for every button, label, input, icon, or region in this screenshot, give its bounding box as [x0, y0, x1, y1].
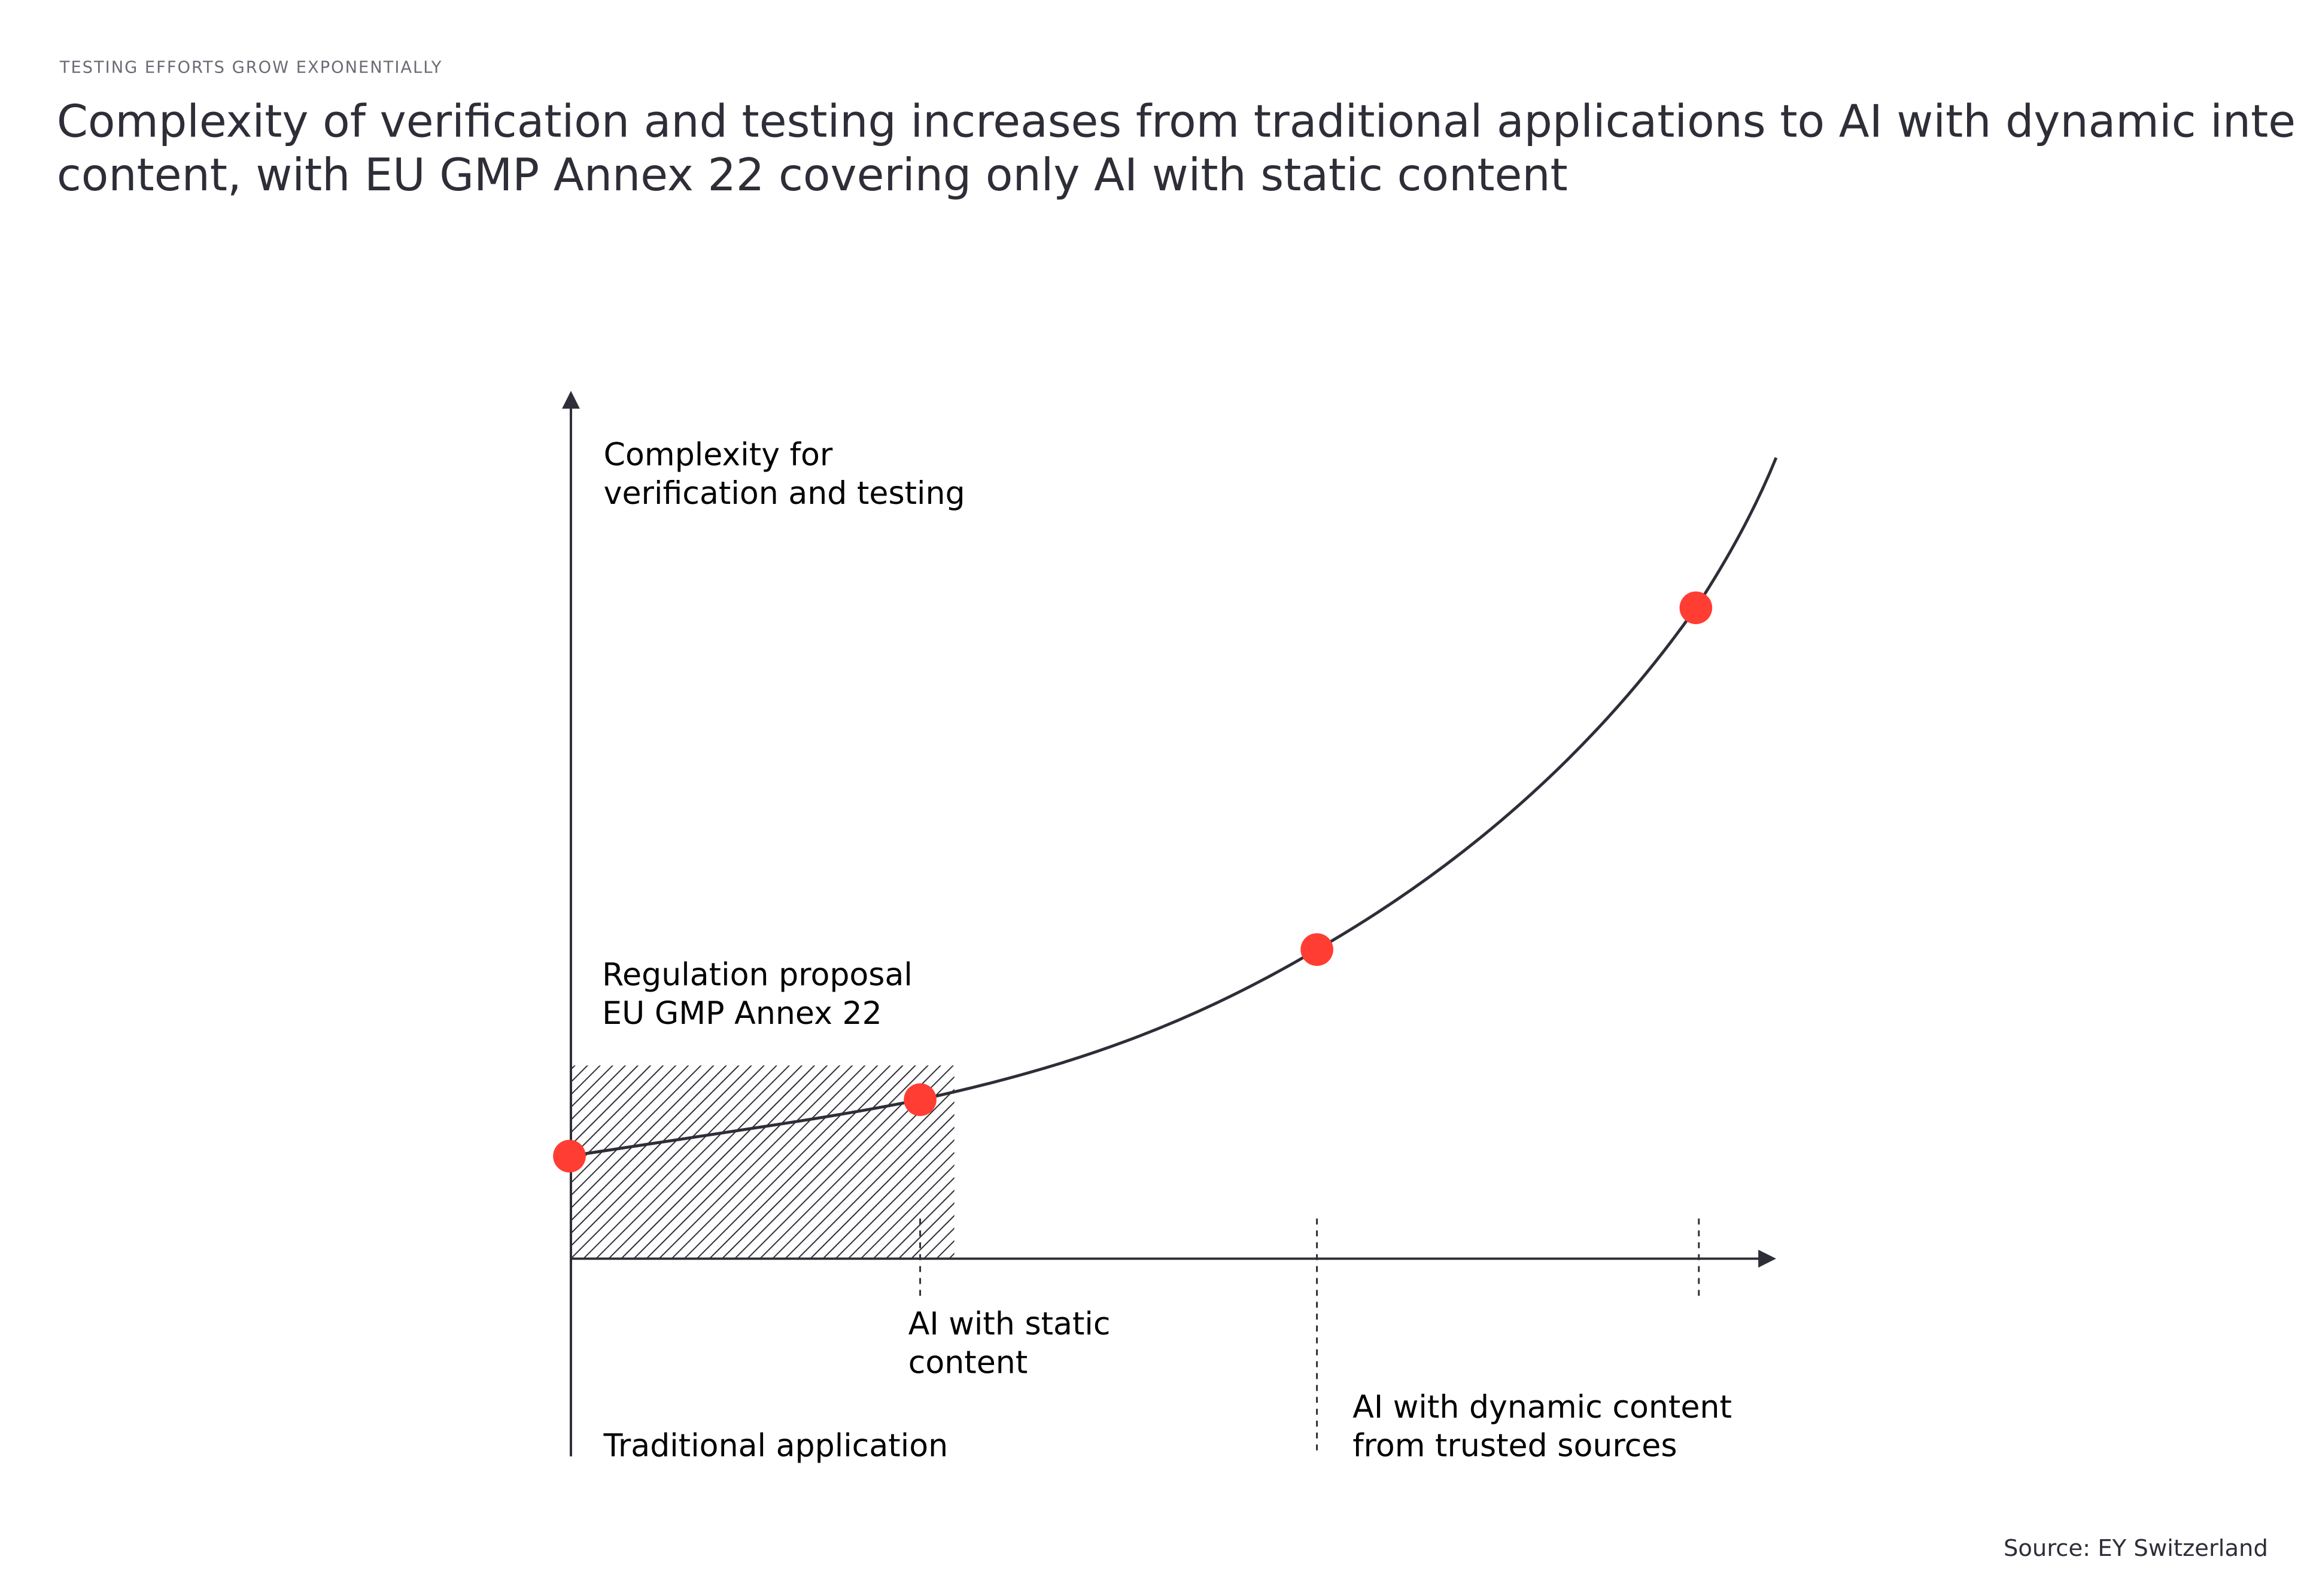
region-label: EU GMP Annex 22 — [602, 996, 882, 1032]
stage-point — [1300, 933, 1333, 966]
y-axis-label: Complexity for — [604, 437, 833, 473]
source: Source: EY Switzerland — [2004, 1535, 2268, 1562]
stage-point — [1679, 591, 1713, 624]
kicker: TESTING EFFORTS GROW EXPONENTIALLY — [59, 59, 443, 77]
stage-point — [553, 1139, 586, 1173]
stage-label: from trusted sources — [1352, 1428, 1677, 1464]
complexity-curve — [569, 457, 1778, 1158]
stage-label: AI with dynamic content — [1352, 1390, 1732, 1425]
stage-point — [904, 1083, 937, 1116]
regulation-region — [571, 1065, 955, 1259]
stage-label: content — [908, 1345, 1028, 1381]
stage-label: AI with static — [908, 1306, 1111, 1342]
y-axis-label: verification and testing — [604, 476, 965, 512]
title-line: Complexity of verification and testing i… — [57, 95, 2298, 147]
stage-label: Traditional application — [603, 1428, 949, 1464]
y-arrow — [562, 391, 580, 409]
title-line: content, with EU GMP Annex 22 covering o… — [57, 149, 1568, 201]
x-arrow — [1758, 1250, 1776, 1268]
region-label: Regulation proposal — [602, 957, 913, 993]
